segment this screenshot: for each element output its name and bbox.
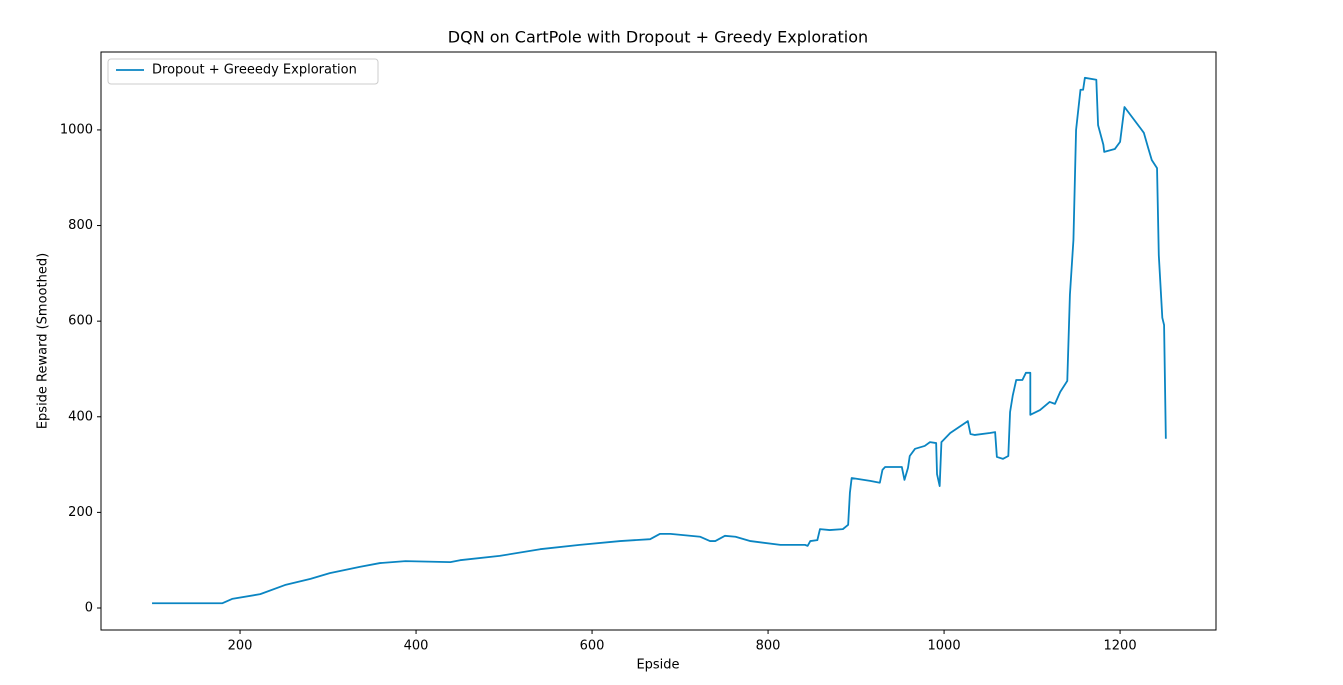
y-tick-label: 1000 bbox=[60, 122, 93, 137]
y-tick-label: 400 bbox=[68, 409, 93, 424]
axes-frame bbox=[100, 51, 1217, 631]
y-tick-label: 200 bbox=[68, 505, 93, 520]
y-tick-label: 600 bbox=[68, 314, 93, 329]
y-tick-label: 800 bbox=[68, 218, 93, 233]
y-axis-label: Epside Reward (Smoothed) bbox=[36, 253, 51, 429]
x-tick-label: 600 bbox=[580, 639, 605, 654]
x-tick-label: 1200 bbox=[1104, 639, 1137, 654]
data-line bbox=[152, 76, 1167, 605]
legend-label: Dropout + Greeedy Exploration bbox=[152, 63, 357, 78]
x-tick-label: 400 bbox=[404, 639, 429, 654]
legend-box bbox=[107, 58, 379, 85]
x-tick-label: 1000 bbox=[928, 639, 961, 654]
y-tick-label: 0 bbox=[85, 601, 93, 616]
x-tick-label: 200 bbox=[228, 639, 253, 654]
chart-title: DQN on CartPole with Dropout + Greedy Ex… bbox=[448, 28, 868, 47]
x-tick-label: 800 bbox=[756, 639, 781, 654]
x-axis-label: Epside bbox=[636, 658, 679, 673]
